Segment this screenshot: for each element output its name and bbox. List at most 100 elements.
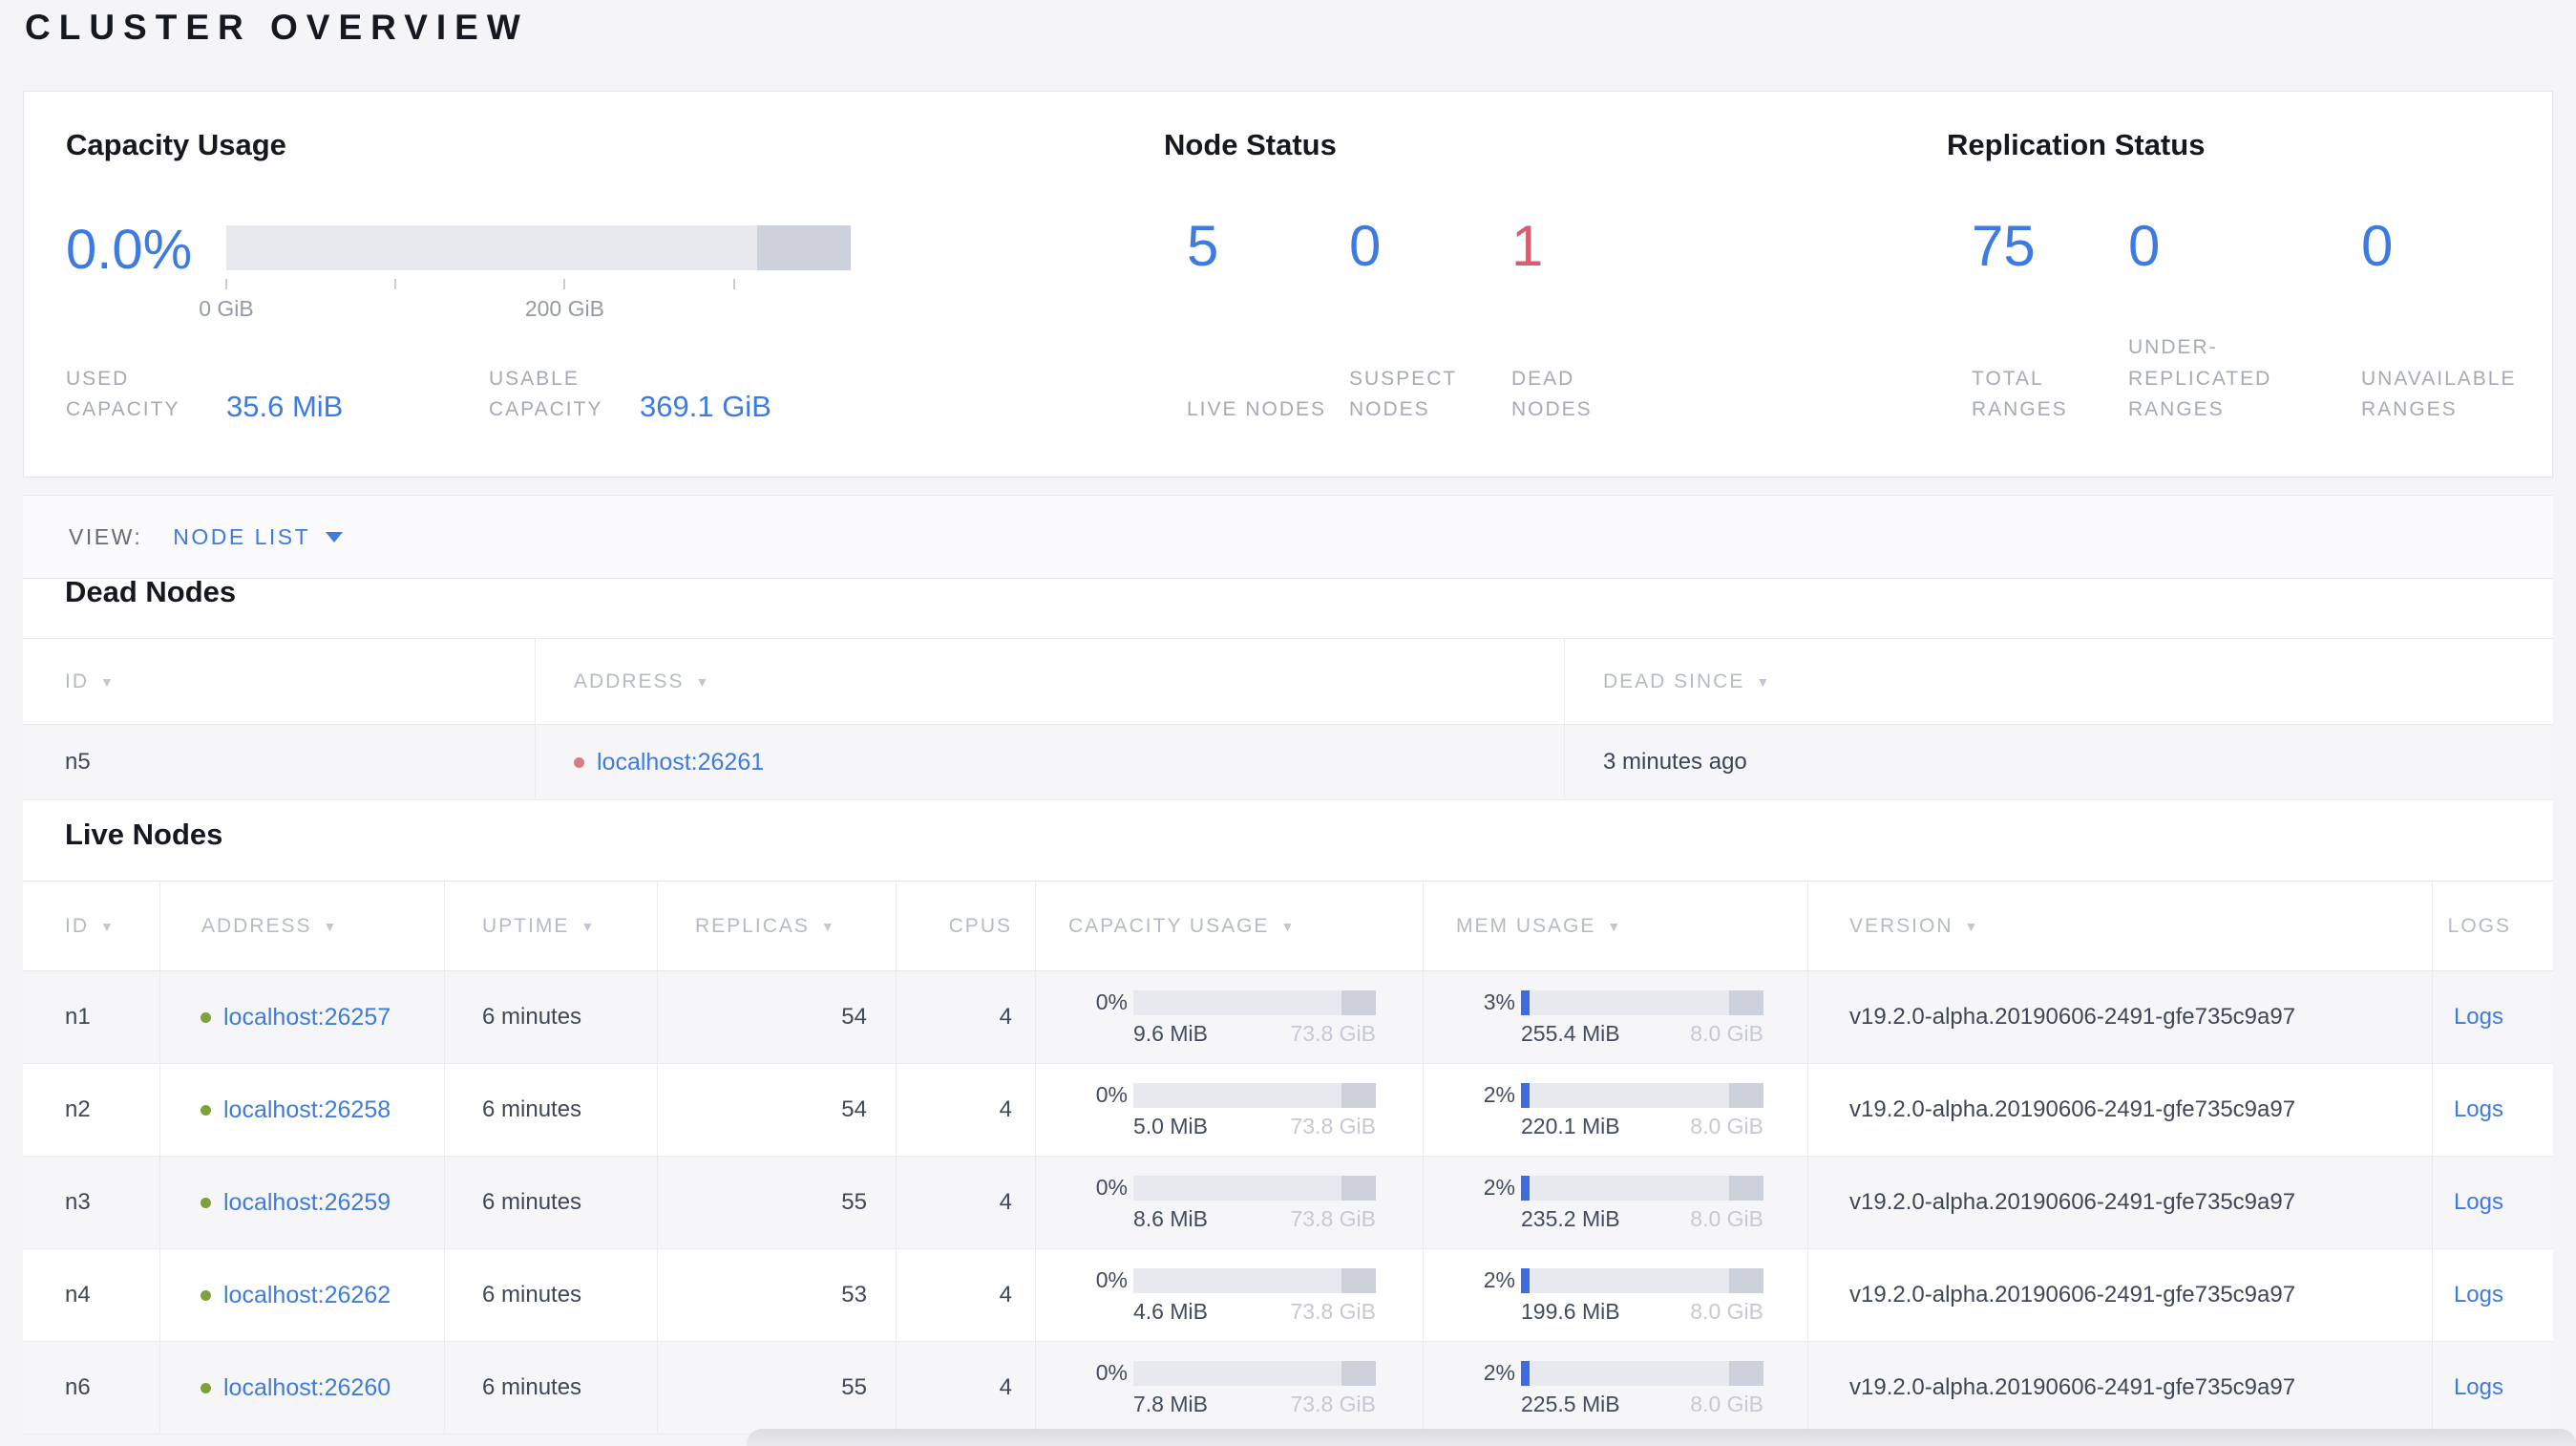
live-status-dot — [201, 1382, 211, 1393]
col-header-mem-usage[interactable]: MEM USAGE ▼ — [1423, 882, 1807, 970]
stat-value: 0 — [1349, 214, 1382, 278]
node-address-link[interactable]: localhost:26258 — [223, 1095, 391, 1123]
capacity-usage-bar: 0% 9.6 MiB 73.8 GiB — [1036, 989, 1376, 1045]
capacity-total-value: 73.8 GiB — [1290, 1021, 1377, 1046]
memory-total-value: 8.0 GiB — [1690, 1114, 1763, 1138]
node-logs-link[interactable]: Logs — [2453, 1282, 2503, 1308]
node-address-link[interactable]: localhost:26261 — [597, 748, 765, 776]
node-logs-link[interactable]: Logs — [2453, 1374, 2503, 1400]
sort-arrow-icon: ▼ — [1280, 918, 1297, 934]
memory-used-value: 220.1 MiB — [1521, 1114, 1620, 1138]
node-address-link[interactable]: localhost:26259 — [223, 1188, 391, 1216]
live-node-row: n1 localhost:26257 6 minutes 54 4 0% 9.6 MiB 73… — [23, 971, 2553, 1064]
col-header-id[interactable]: ID ▼ — [23, 639, 535, 724]
node-address-link[interactable]: localhost:26260 — [223, 1373, 391, 1401]
col-header-label: REPLICAS — [695, 914, 810, 937]
stat-label: TOTAL RANGES — [1972, 367, 2068, 421]
cell-dead-since: 3 minutes ago — [1564, 725, 2553, 799]
memory-usage-percent: 3% — [1483, 989, 1515, 1014]
cell-node-address: localhost:26258 — [159, 1064, 444, 1156]
summary-card: Capacity Usage Node Status Replication S… — [23, 91, 2553, 478]
capacity-usage-values: 4.6 MiB 73.8 GiB — [1133, 1301, 1376, 1323]
cell-logs: Logs — [2432, 1342, 2553, 1434]
view-mode-dropdown[interactable]: NODE LIST — [173, 524, 344, 550]
cell-uptime: 6 minutes — [444, 1157, 657, 1248]
cell-node-id: n3 — [65, 1189, 91, 1215]
col-header-cpus: CPUS — [896, 882, 1035, 970]
sort-arrow-icon: ▼ — [695, 673, 711, 690]
cell-node-id: n2 — [65, 1096, 91, 1122]
cell-uptime: 6 minutes — [444, 1249, 657, 1341]
replication-status-title: Replication Status — [1947, 128, 2206, 161]
memory-usage-bar: 2% 220.1 MiB 8.0 GiB — [1424, 1082, 1763, 1138]
cell-version: v19.2.0-alpha.20190606-2491-gfe735c9a97 — [1807, 971, 2432, 1063]
stat-label: UNDER-REPLICATED RANGES — [2128, 336, 2272, 421]
memory-usage-track — [1521, 1175, 1763, 1201]
capacity-usage-bar: 0% 8.6 MiB 73.8 GiB — [1036, 1175, 1376, 1230]
memory-usage-percent: 2% — [1483, 1175, 1515, 1200]
cell-capacity-usage: 0% 5.0 MiB 73.8 GiB — [1035, 1064, 1423, 1156]
node-address-link[interactable]: localhost:26262 — [223, 1281, 391, 1308]
capacity-usage-percent: 0% — [1095, 989, 1128, 1014]
sort-arrow-icon: ▼ — [820, 918, 836, 934]
view-bar: VIEW: NODE LIST — [23, 495, 2553, 579]
cell-capacity-usage: 0% 4.6 MiB 73.8 GiB — [1035, 1249, 1423, 1341]
capacity-usage-track — [1133, 1175, 1376, 1201]
cell-mem-usage: 2% 199.6 MiB 8.0 GiB — [1423, 1249, 1807, 1341]
memory-usage-values: 235.2 MiB 8.0 GiB — [1521, 1208, 1763, 1230]
col-header-replicas[interactable]: REPLICAS ▼ — [657, 882, 896, 970]
col-header-capacity-usage[interactable]: CAPACITY USAGE ▼ — [1035, 882, 1423, 970]
stat-label: UNAVAILABLE RANGES — [2361, 367, 2517, 421]
cell-cpus: 4 — [896, 971, 1035, 1063]
memory-usage-track — [1521, 1082, 1763, 1108]
view-label: VIEW: — [69, 523, 143, 549]
cell-version: v19.2.0-alpha.20190606-2491-gfe735c9a97 — [1807, 1064, 2432, 1156]
capacity-usage-percent: 0% — [1095, 1267, 1128, 1292]
cell-version: v19.2.0-alpha.20190606-2491-gfe735c9a97 — [1807, 1342, 2432, 1434]
node-address-link[interactable]: localhost:26257 — [223, 1003, 391, 1031]
gauge-tick-label: 0 GiB — [199, 296, 254, 321]
cell-version: v19.2.0-alpha.20190606-2491-gfe735c9a97 — [1807, 1157, 2432, 1248]
capacity-usage-title: Capacity Usage — [66, 128, 286, 161]
col-header-address[interactable]: ADDRESS ▼ — [535, 639, 1564, 724]
col-header-id[interactable]: ID ▼ — [23, 882, 159, 970]
cell-node-address: localhost:26259 — [159, 1157, 444, 1248]
node-logs-link[interactable]: Logs — [2453, 1189, 2503, 1215]
memory-usage-reserved-segment — [1729, 1360, 1763, 1386]
gauge-tick — [225, 279, 227, 289]
stat-value: 5 — [1187, 214, 1219, 278]
cell-logs: Logs — [2432, 1157, 2553, 1248]
col-header-label: UPTIME — [482, 914, 570, 937]
capacity-usage-values: 5.0 MiB 73.8 GiB — [1133, 1116, 1376, 1138]
memory-usage-reserved-segment — [1729, 1082, 1763, 1108]
cell-capacity-usage: 0% 8.6 MiB 73.8 GiB — [1035, 1157, 1423, 1248]
node-logs-link[interactable]: Logs — [2453, 1004, 2503, 1030]
cell-node-id: n6 — [65, 1374, 91, 1400]
stat-label: DEAD NODES — [1511, 367, 1593, 421]
memory-usage-percent: 2% — [1483, 1267, 1515, 1292]
memory-used-value: 255.4 MiB — [1521, 1021, 1620, 1046]
cell-mem-usage: 2% 225.5 MiB 8.0 GiB — [1423, 1342, 1807, 1434]
replication-status-stats: 75 TOTAL RANGES 0 UNDER-REPLICATED RANGES 0 U… — [1972, 216, 2576, 426]
capacity-used-value: 7.8 MiB — [1133, 1392, 1208, 1416]
col-header-uptime[interactable]: UPTIME ▼ — [444, 882, 657, 970]
node-logs-link[interactable]: Logs — [2453, 1096, 2503, 1122]
sort-arrow-icon: ▼ — [1756, 673, 1772, 690]
stat-value: 0 — [2128, 214, 2161, 278]
capacity-usage-track — [1133, 1267, 1376, 1293]
capacity-usage-reserved-segment — [1341, 989, 1376, 1015]
capacity-gauge-bar — [226, 225, 851, 270]
cell-version: v19.2.0-alpha.20190606-2491-gfe735c9a97 — [1807, 1249, 2432, 1341]
capacity-usage-track — [1133, 989, 1376, 1015]
capacity-percent: 0.0% — [66, 219, 193, 281]
capacity-stat-value: 369.1 GiB — [640, 390, 771, 423]
capacity-used-value: 4.6 MiB — [1133, 1299, 1208, 1324]
col-header-version[interactable]: VERSION ▼ — [1807, 882, 2432, 970]
col-header-dead-since[interactable]: DEAD SINCE ▼ — [1564, 639, 2553, 724]
node-status-title: Node Status — [1164, 128, 1337, 161]
live-status-dot — [201, 1289, 211, 1301]
live-status-dot — [201, 1197, 211, 1208]
col-header-address[interactable]: ADDRESS ▼ — [159, 882, 444, 970]
cell-node-id: n1 — [65, 1004, 91, 1030]
cell-mem-usage: 3% 255.4 MiB 8.0 GiB — [1423, 971, 1807, 1063]
